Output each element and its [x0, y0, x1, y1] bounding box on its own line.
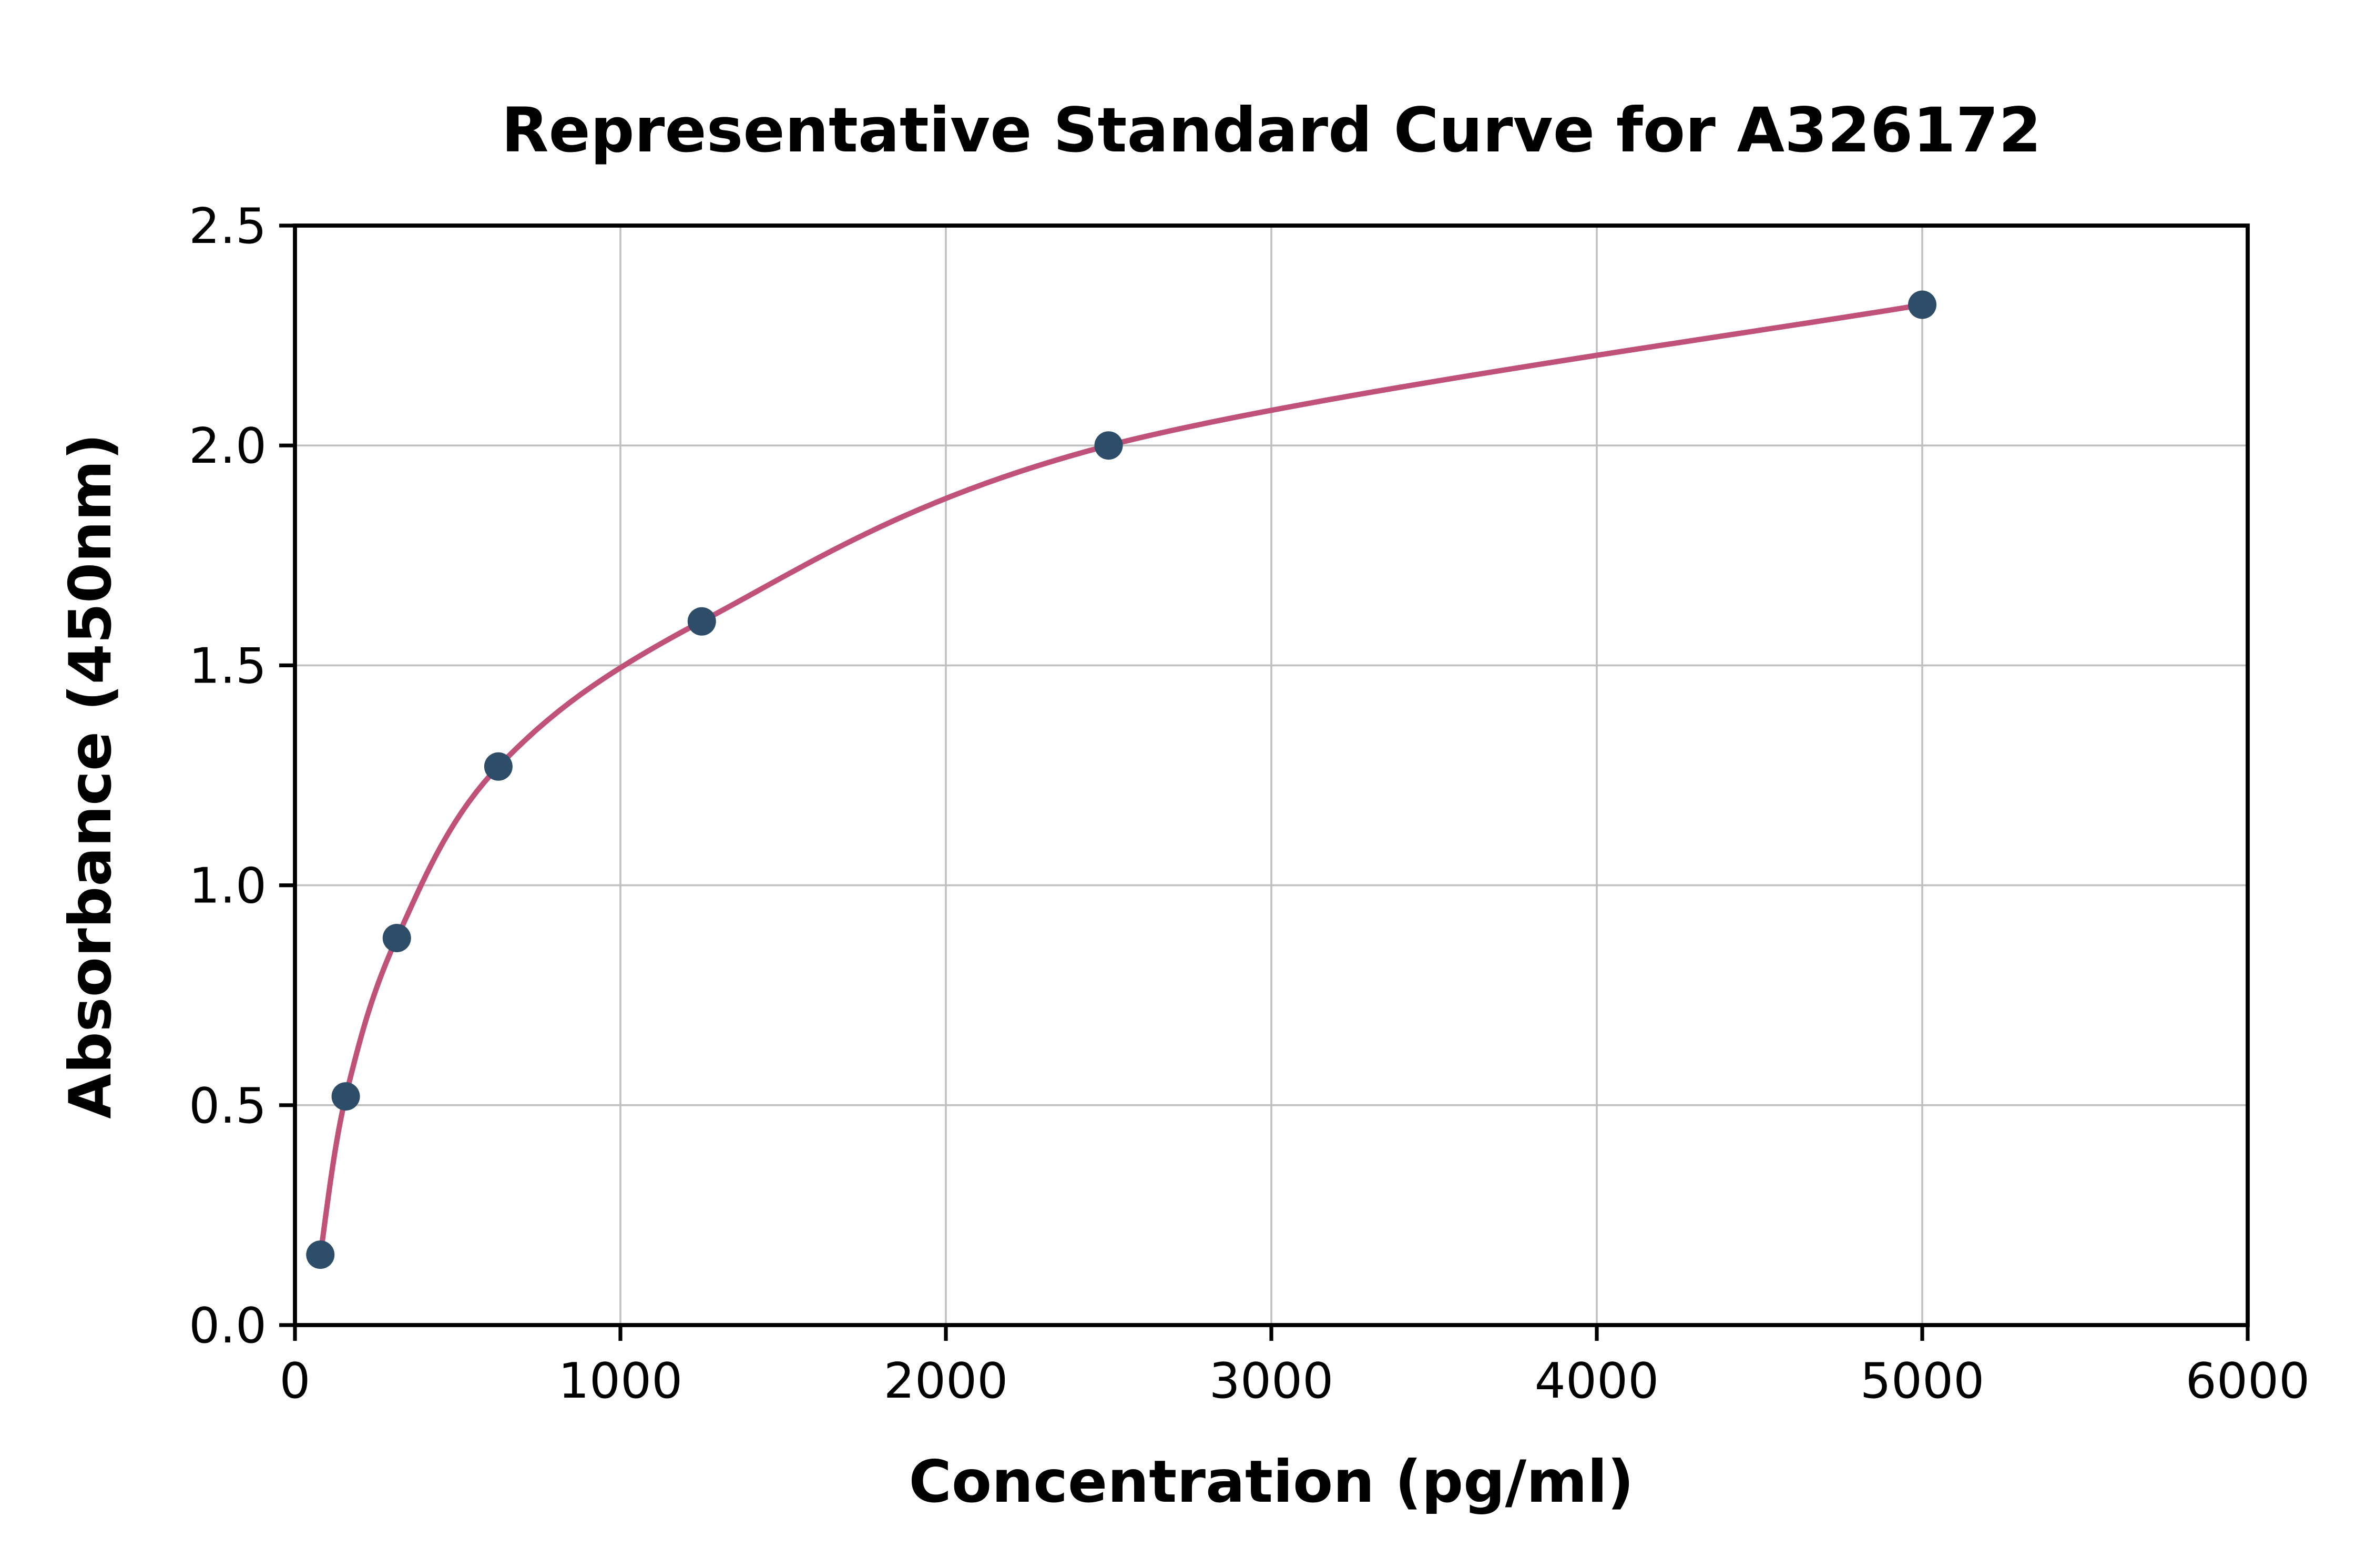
x-tick-label: 3000 [1209, 1352, 1334, 1409]
y-tick-label: 0.5 [189, 1077, 267, 1134]
data-point [1094, 431, 1123, 460]
data-point [687, 607, 716, 636]
data-point [1908, 290, 1936, 319]
y-tick-label: 2.0 [189, 418, 267, 474]
x-tick-label: 0 [279, 1352, 310, 1409]
y-tick-label: 1.0 [189, 858, 267, 914]
plot-area: 0 1000 2000 3000 4000 5000 6000 0.0 0.5 1.0 1.5 2.0… [189, 198, 2310, 1409]
y-tick-label: 0.0 [189, 1297, 267, 1354]
x-tick-label: 5000 [1860, 1352, 1985, 1409]
data-point [306, 1240, 335, 1269]
chart-title: Representative Standard Curve for A32617… [501, 94, 2041, 166]
data-point [331, 1082, 360, 1111]
data-point [382, 923, 411, 952]
x-tick-label: 1000 [558, 1352, 683, 1409]
y-tick-label: 2.5 [189, 198, 267, 254]
y-axis-label: Absorbance (450nm) [57, 433, 125, 1118]
data-point [484, 752, 513, 781]
x-tick-label: 2000 [884, 1352, 1008, 1409]
fitted-curve [318, 302, 1925, 1258]
y-tick-label: 1.5 [189, 637, 267, 694]
x-tick-label: 6000 [2186, 1352, 2310, 1409]
x-axis-label: Concentration (pg/ml) [909, 1448, 1634, 1516]
x-tick-label: 4000 [1535, 1352, 1659, 1409]
